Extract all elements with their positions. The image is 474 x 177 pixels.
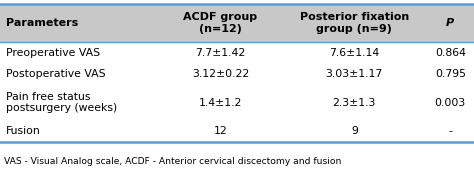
Text: 7.6±1.14: 7.6±1.14: [329, 48, 380, 58]
Text: -: -: [448, 126, 452, 136]
Bar: [0, 4, 474, 42]
Text: 0.003: 0.003: [435, 98, 466, 108]
Text: 2.3±1.3: 2.3±1.3: [333, 98, 376, 108]
Text: P: P: [446, 18, 455, 28]
Text: 12: 12: [213, 126, 228, 136]
Text: ACDF group
(n=12): ACDF group (n=12): [183, 12, 257, 34]
Text: 7.7±1.42: 7.7±1.42: [195, 48, 246, 58]
Text: Fusion: Fusion: [6, 126, 41, 136]
Text: Preoperative VAS: Preoperative VAS: [6, 48, 100, 58]
Text: VAS - Visual Analog scale, ACDF - Anterior cervical discectomy and fusion: VAS - Visual Analog scale, ACDF - Anteri…: [4, 157, 341, 165]
Text: Pain free status
postsurgery (weeks): Pain free status postsurgery (weeks): [6, 92, 118, 113]
Text: 1.4±1.2: 1.4±1.2: [199, 98, 242, 108]
Text: 3.12±0.22: 3.12±0.22: [192, 69, 249, 79]
Text: Posterior fixation
group (n=9): Posterior fixation group (n=9): [300, 12, 409, 34]
Text: 0.864: 0.864: [435, 48, 466, 58]
Text: Parameters: Parameters: [6, 18, 78, 28]
Text: 3.03±1.17: 3.03±1.17: [326, 69, 383, 79]
Text: Postoperative VAS: Postoperative VAS: [6, 69, 106, 79]
Text: 0.795: 0.795: [435, 69, 466, 79]
Text: 9: 9: [351, 126, 358, 136]
